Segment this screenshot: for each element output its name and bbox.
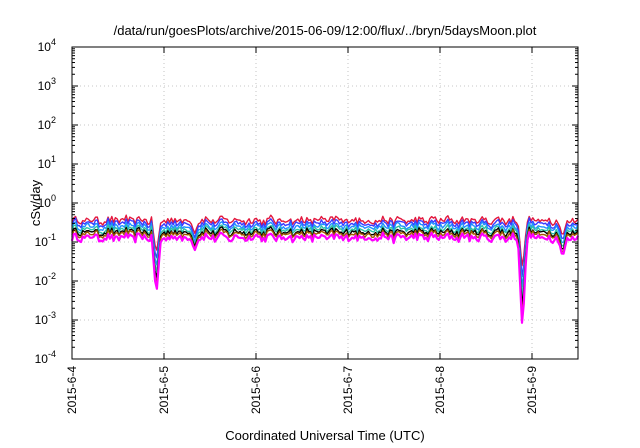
series-line	[70, 231, 579, 324]
x-axis-ticks: 2015-6-4 2015-6-5 2015-6-6 2015-6-7 2015-6-8…	[65, 47, 539, 414]
y-axis-ticks: 10-4 10-3 10-2 10-1 100 101 102 103 104	[35, 37, 578, 366]
series-line	[71, 214, 579, 267]
chart-title: /data/run/goesPlots/archive/2015-06-09/1…	[114, 23, 537, 38]
y-tick-label: 102	[38, 115, 56, 132]
series-line	[71, 228, 579, 315]
x-tick-label: 2015-6-7	[341, 366, 355, 414]
x-tick-label: 2015-6-4	[65, 366, 79, 414]
y-tick-label: 100	[38, 193, 56, 210]
series-group	[70, 214, 579, 324]
x-tick-label: 2015-6-8	[433, 366, 447, 414]
x-axis-label: Coordinated Universal Time (UTC)	[225, 428, 424, 443]
y-tick-label: 101	[38, 154, 56, 171]
x-tick-label: 2015-6-6	[249, 366, 263, 414]
y-tick-label: 104	[38, 37, 56, 54]
series-line	[71, 226, 579, 307]
y-tick-label: 103	[38, 76, 56, 93]
series-line	[71, 223, 579, 298]
series-line	[71, 217, 579, 278]
y-tick-label: 10-1	[35, 232, 56, 249]
y-axis-label: cSv/day	[28, 179, 43, 226]
x-tick-label: 2015-6-9	[525, 366, 539, 414]
grid	[72, 47, 578, 359]
y-tick-label: 10-2	[35, 271, 56, 288]
y-tick-label: 10-4	[35, 349, 56, 366]
y-tick-label: 10-3	[35, 310, 56, 327]
series-line	[71, 220, 579, 288]
x-tick-label: 2015-6-5	[157, 366, 171, 414]
